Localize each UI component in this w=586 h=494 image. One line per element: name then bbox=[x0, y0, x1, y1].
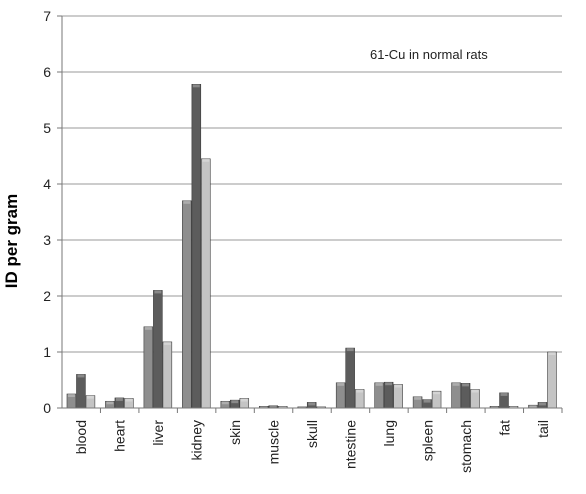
bar-cap bbox=[423, 399, 431, 403]
bar-cap bbox=[144, 326, 152, 330]
bar-cap bbox=[192, 84, 200, 88]
bar-cap bbox=[375, 382, 383, 386]
y-tick-label: 1 bbox=[43, 344, 51, 360]
x-category-label: blood bbox=[73, 420, 89, 454]
bar bbox=[153, 290, 163, 409]
bar bbox=[191, 84, 202, 409]
bar-cap bbox=[240, 398, 248, 402]
axes bbox=[57, 15, 563, 413]
bar-cap bbox=[260, 406, 268, 408]
bar-cap bbox=[346, 348, 354, 352]
x-category-label: heart bbox=[112, 420, 128, 452]
x-category-label: lung bbox=[381, 420, 397, 446]
bar-cap bbox=[279, 406, 287, 408]
y-tick-label: 2 bbox=[43, 288, 51, 304]
y-tick-label: 7 bbox=[43, 8, 51, 24]
bar bbox=[76, 374, 86, 409]
bar bbox=[182, 200, 192, 409]
x-category-label: muscle bbox=[266, 420, 282, 465]
x-category-label: fat bbox=[496, 420, 512, 436]
x-category-label: kidney bbox=[189, 420, 205, 460]
bar-cap bbox=[500, 392, 508, 396]
bar-cap bbox=[394, 384, 402, 388]
y-tick-label: 3 bbox=[43, 232, 51, 248]
bar bbox=[451, 382, 461, 409]
bar-cap bbox=[510, 406, 517, 408]
gridlines bbox=[62, 15, 562, 353]
x-category-labels: blood heart liver kidney skin muscle skull ntes… bbox=[73, 420, 551, 473]
y-tick-label: 6 bbox=[43, 64, 51, 80]
bar-cap bbox=[67, 394, 75, 397]
bar bbox=[460, 383, 471, 409]
bar bbox=[201, 158, 211, 409]
bar-cap bbox=[163, 341, 171, 345]
chart-annotation: 61-Cu in normal rats bbox=[370, 47, 488, 62]
bar-cap bbox=[539, 402, 546, 406]
bar bbox=[335, 382, 346, 409]
bar-cap bbox=[202, 158, 210, 162]
bar-cap bbox=[385, 382, 393, 386]
bar bbox=[374, 382, 384, 409]
bar-cap bbox=[231, 400, 239, 404]
bar-cap bbox=[433, 391, 441, 395]
x-category-label: ntestine bbox=[342, 420, 358, 469]
bar-cap bbox=[298, 406, 306, 408]
x-category-label: skin bbox=[227, 420, 243, 445]
bar-cap bbox=[337, 382, 345, 386]
bar-cap bbox=[548, 352, 556, 355]
x-category-label: skull bbox=[304, 420, 320, 448]
bar-cap bbox=[462, 383, 469, 387]
bar-cap bbox=[414, 396, 422, 400]
bar-cap bbox=[452, 382, 460, 386]
y-axis-label: ID per gram bbox=[2, 194, 21, 288]
bar-cap bbox=[221, 401, 229, 405]
bar bbox=[393, 384, 403, 409]
bar-cap bbox=[308, 402, 316, 406]
y-tick-label: 5 bbox=[43, 120, 51, 136]
bar-cap bbox=[154, 290, 162, 294]
x-category-label: stomach bbox=[458, 420, 474, 473]
bar bbox=[547, 351, 557, 409]
bar-cap bbox=[183, 200, 191, 204]
bar-cap bbox=[356, 389, 364, 393]
bar-cap bbox=[471, 389, 479, 393]
y-tick-labels: 0 1 2 3 4 5 6 7 bbox=[43, 8, 51, 416]
y-tick-label: 0 bbox=[43, 400, 51, 416]
bar-cap bbox=[317, 406, 325, 408]
bar-cap bbox=[269, 405, 277, 408]
bar-cap bbox=[529, 405, 537, 408]
x-category-label: liver bbox=[150, 420, 166, 446]
bar bbox=[162, 341, 173, 409]
x-category-label: spleen bbox=[419, 420, 435, 461]
bar-series bbox=[66, 84, 557, 409]
bar-cap bbox=[125, 398, 133, 402]
bar-cap bbox=[115, 397, 123, 401]
bar bbox=[383, 381, 394, 409]
x-category-label: tail bbox=[535, 420, 551, 438]
bar-cap bbox=[86, 395, 94, 399]
bar-cap bbox=[491, 406, 498, 408]
bar bbox=[143, 326, 154, 409]
bar bbox=[345, 347, 355, 409]
y-tick-label: 4 bbox=[43, 176, 51, 192]
bar-cap bbox=[77, 374, 85, 378]
bar-cap bbox=[106, 401, 114, 405]
